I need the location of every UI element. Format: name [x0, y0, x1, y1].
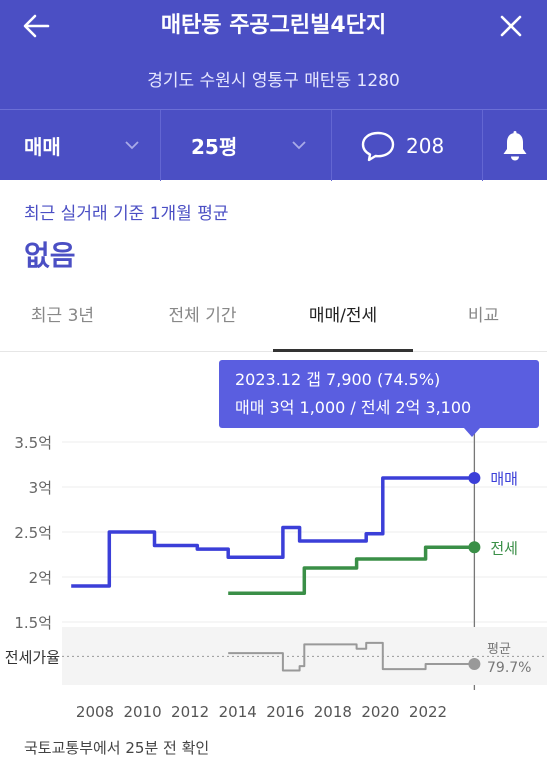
price-chart[interactable]: 3.5억 3억 2.5억 2억 1.5억 전세가율 2008 2010 2012 2014 20…	[0, 352, 547, 732]
average-price-label: 최근 실거래 기준 1개월 평균	[24, 204, 229, 224]
ratio-average-label: 평균	[487, 642, 511, 657]
y-tick-label: 3.5억	[14, 434, 52, 452]
chevron-down-icon	[292, 141, 306, 150]
series-label-2: 전세	[490, 539, 518, 557]
series-label-1: 매매	[490, 470, 518, 488]
tab-recent-3-years[interactable]: 최근 3년	[30, 306, 95, 326]
tooltip-line-1: 2023.12 갭 7,900 (74.5%)	[235, 370, 440, 389]
average-price-value: 없음	[24, 239, 76, 272]
series-line-2	[228, 545, 475, 595]
x-tick-label: 2016	[266, 703, 304, 721]
speech-bubble-icon	[361, 131, 395, 161]
y-tick-label: 3억	[29, 479, 52, 497]
divider	[482, 110, 483, 181]
x-tick-label: 2022	[409, 703, 447, 721]
tab-all-period[interactable]: 전체 기간	[168, 306, 237, 326]
active-tab-indicator	[273, 349, 413, 352]
x-tick-label: 2018	[314, 703, 352, 721]
divider	[160, 110, 161, 181]
area-label: 25평	[191, 135, 238, 159]
filter-toolbar: 매매 25평 208	[0, 109, 547, 181]
tab-sale-jeonse[interactable]: 매매/전세	[308, 306, 378, 326]
x-tick-label: 2020	[361, 703, 399, 721]
tooltip-line-2: 매매 3억 1,000 / 전세 2억 3,100	[235, 398, 471, 417]
bell-icon	[503, 130, 527, 160]
comments-button[interactable]: 208	[332, 110, 482, 181]
chevron-down-icon	[125, 141, 139, 150]
series-end-point-1	[468, 472, 481, 484]
ratio-axis-label: 전세가율	[5, 648, 60, 666]
comment-count: 208	[406, 133, 445, 158]
x-tick-label: 2014	[219, 703, 257, 721]
chart-tabs: 최근 3년 전체 기간 매매/전세 비교	[0, 295, 547, 352]
ratio-value-label: 79.7%	[487, 660, 531, 676]
data-source-text: 국토교통부에서 25분 전 확인	[24, 739, 210, 757]
app-header: 매탄동 주공그린빌4단지 경기도 수원시 영통구 매탄동 1280 매매 25평…	[0, 0, 547, 181]
series-end-point-3	[468, 657, 481, 670]
tooltip-arrow	[464, 428, 480, 437]
notification-button[interactable]	[483, 110, 547, 181]
x-tick-label: 2008	[76, 703, 114, 721]
y-tick-label: 2억	[29, 569, 52, 587]
y-tick-label: 2.5억	[14, 524, 52, 542]
trade-type-label: 매매	[24, 135, 61, 159]
tooltip-box	[219, 360, 539, 428]
x-tick-label: 2012	[171, 703, 209, 721]
price-chart-svg: 3.5억 3억 2.5억 2억 1.5억 전세가율 2008 2010 2012 2014 20…	[5, 360, 547, 721]
series-end-point-2	[468, 541, 481, 554]
y-tick-label: 1.5억	[14, 614, 52, 632]
tab-compare[interactable]: 비교	[467, 306, 500, 326]
divider	[331, 110, 332, 181]
area-dropdown[interactable]: 25평	[161, 110, 331, 181]
page-title: 매탄동 주공그린빌4단지	[160, 13, 387, 38]
x-tick-label: 2010	[123, 703, 161, 721]
close-icon[interactable]	[495, 10, 527, 42]
address-text: 경기도 수원시 영통구 매탄동 1280	[147, 71, 400, 91]
back-arrow-icon[interactable]	[20, 10, 52, 42]
series-line-1	[71, 476, 475, 588]
series-line-3	[228, 641, 475, 672]
trade-type-dropdown[interactable]: 매매	[0, 110, 160, 181]
